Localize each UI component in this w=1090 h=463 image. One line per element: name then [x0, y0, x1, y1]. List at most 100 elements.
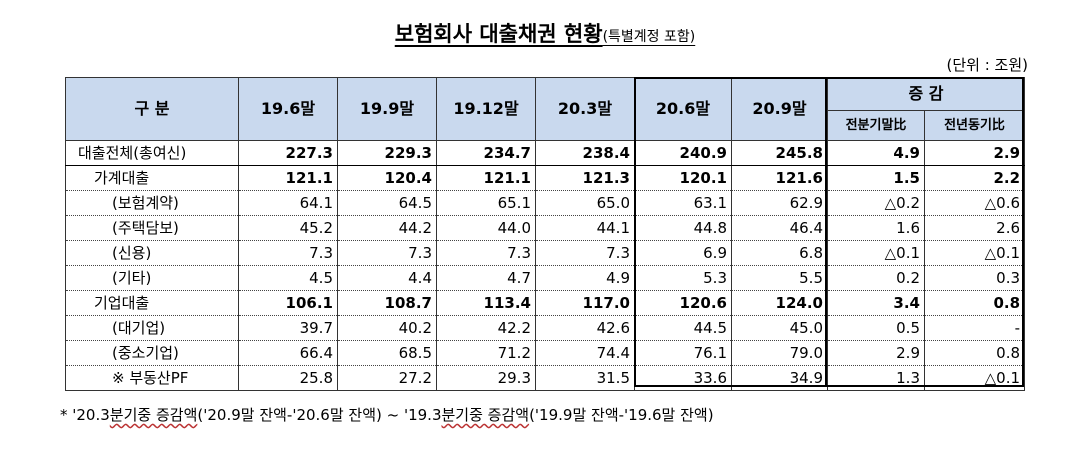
row-label-text: 가계대출 — [94, 169, 150, 187]
table-row: (주택담보) 45.2 44.2 44.0 44.1 44.8 46.4 1.6 2.6 — [65, 215, 1026, 241]
row-label: ※ 부동산PF — [65, 365, 239, 391]
table-cell: 0.3 — [923, 265, 1026, 291]
table-cell: 65.1 — [436, 190, 536, 216]
row-label-text: (주택담보) — [112, 219, 179, 237]
table-cell: 7.3 — [337, 240, 437, 266]
table-cell: 29.3 — [436, 365, 536, 391]
table-cell: 25.8 — [238, 365, 338, 391]
table-cell: 6.9 — [634, 240, 732, 266]
table-cell: 4.7 — [436, 265, 536, 291]
header-period: 19.6말 — [238, 77, 338, 141]
table-cell: 0.2 — [827, 265, 925, 291]
footnote-text: ('19.9말 잔액-'19.6말 잔액) — [529, 406, 714, 424]
table-cell: 42.6 — [535, 315, 635, 341]
row-label: (보험계약) — [65, 190, 239, 216]
table-cell: 113.4 — [436, 290, 536, 316]
header-change-yoy: 전년동기比 — [923, 110, 1026, 141]
table-row: (대기업) 39.7 40.2 42.2 42.6 44.5 45.0 0.5- — [65, 315, 1026, 341]
table-cell: 46.4 — [731, 215, 828, 241]
header-period: 19.12말 — [436, 77, 536, 141]
table-cell: 238.4 — [535, 140, 635, 166]
table-cell: 5.5 — [731, 265, 828, 291]
table-cell: 66.4 — [238, 340, 338, 366]
row-label: (신용) — [65, 240, 239, 266]
row-label-text: (보험계약) — [112, 194, 179, 212]
table-cell: 71.2 — [436, 340, 536, 366]
table-cell: 2.9 — [923, 140, 1026, 166]
row-label-text: ※ 부동산PF — [112, 369, 189, 387]
row-label-text: (중소기업) — [112, 344, 179, 362]
table-body: 대출전체(총여신) 227.3 229.3 234.7 238.4 240.9 245.8 4… — [65, 140, 1026, 391]
table-cell: 44.5 — [634, 315, 732, 341]
table-cell: 33.6 — [634, 365, 732, 391]
footnote-bullet: * — [60, 406, 68, 424]
row-label: 대출전체(총여신) — [65, 140, 239, 166]
table-cell: 2.9 — [827, 340, 925, 366]
table-cell: 0.8 — [923, 340, 1026, 366]
table-cell: 106.1 — [238, 290, 338, 316]
table-cell: 64.5 — [337, 190, 437, 216]
row-label: (주택담보) — [65, 215, 239, 241]
table-cell: 229.3 — [337, 140, 437, 166]
row-label: 기업대출 — [65, 290, 239, 316]
footnote-text: 분기중 증감액 — [441, 406, 530, 424]
table-cell: 1.6 — [827, 215, 925, 241]
table-cell: 121.1 — [238, 165, 338, 191]
table-cell: 76.1 — [634, 340, 732, 366]
table-cell: △0.1 — [827, 240, 925, 266]
table-cell: - — [923, 315, 1026, 341]
header-period: 20.9말 — [731, 77, 828, 141]
table-cell: 27.2 — [337, 365, 437, 391]
title-sub: (특별계정 포함) — [602, 29, 696, 45]
unit-label: (단위 : 조원) — [946, 56, 1029, 74]
table-cell: 45.0 — [731, 315, 828, 341]
table-cell: 124.0 — [731, 290, 828, 316]
table-cell: 3.4 — [827, 290, 925, 316]
table-cell: △0.2 — [827, 190, 925, 216]
table-row: (중소기업) 66.4 68.5 71.2 74.4 76.1 79.0 2.9 0.8 — [65, 340, 1026, 366]
table-cell: 74.4 — [535, 340, 635, 366]
table-cell: 120.1 — [634, 165, 732, 191]
header-change-qoq: 전분기말比 — [827, 110, 925, 141]
table-cell: 44.0 — [436, 215, 536, 241]
table-cell: 0.8 — [923, 290, 1026, 316]
table-cell: 44.8 — [634, 215, 732, 241]
table-cell: 40.2 — [337, 315, 437, 341]
loan-table: 구 분 19.6말 19.9말 19.12말 20.3말 20.6말 20.9말… — [65, 77, 1026, 391]
table-cell: 34.9 — [731, 365, 828, 391]
row-label: 가계대출 — [65, 165, 239, 191]
table-cell: 121.3 — [535, 165, 635, 191]
table-cell: 0.5 — [827, 315, 925, 341]
table-cell: 240.9 — [634, 140, 732, 166]
row-label-text: (대기업) — [112, 319, 166, 337]
footnote-text: 분기중 증감액 — [109, 406, 198, 424]
table-cell: 2.2 — [923, 165, 1026, 191]
table-cell: 6.8 — [731, 240, 828, 266]
table-cell: 62.9 — [731, 190, 828, 216]
table-cell: 31.5 — [535, 365, 635, 391]
table-cell: 108.7 — [337, 290, 437, 316]
row-label: (기타) — [65, 265, 239, 291]
table-cell: 1.3 — [827, 365, 925, 391]
table-row: (보험계약) 64.1 64.5 65.1 65.0 63.1 62.9 △0.2 △0.6 — [65, 190, 1026, 216]
table-cell: 7.3 — [535, 240, 635, 266]
row-label-text: 기업대출 — [94, 294, 150, 312]
table-cell: 68.5 — [337, 340, 437, 366]
footnote-text: '20.3 — [67, 406, 110, 424]
table-row: ※ 부동산PF 25.8 27.2 29.3 31.5 33.6 34.9 1.3 △0.1 — [65, 365, 1026, 391]
header-period: 19.9말 — [337, 77, 437, 141]
table-row: 기업대출 106.1 108.7 113.4 117.0 120.6 124.0 3.4 0.8 — [65, 290, 1026, 316]
table-row: 가계대출 121.1 120.4 121.1 121.3 120.1 121.6 1.5 2.2 — [65, 165, 1026, 191]
table-cell: 44.1 — [535, 215, 635, 241]
table-cell: 234.7 — [436, 140, 536, 166]
table-cell: 227.3 — [238, 140, 338, 166]
table-cell: 4.4 — [337, 265, 437, 291]
header-category: 구 분 — [65, 77, 239, 141]
row-label-text: (신용) — [112, 244, 152, 262]
table-cell: 39.7 — [238, 315, 338, 341]
table-cell: 121.6 — [731, 165, 828, 191]
table-cell: △0.1 — [923, 240, 1026, 266]
table-cell: 245.8 — [731, 140, 828, 166]
table-cell: 4.9 — [535, 265, 635, 291]
